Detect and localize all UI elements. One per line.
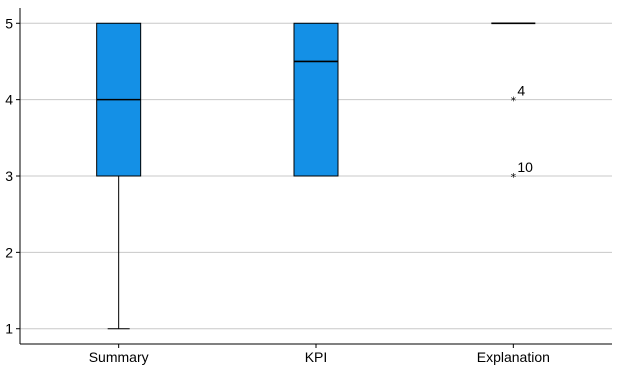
outlier-label: 4 (517, 83, 525, 99)
outlier-marker: * (511, 95, 517, 108)
x-tick-label: Explanation (477, 349, 550, 365)
outlier-label: 10 (517, 159, 533, 175)
x-tick-label: Summary (89, 349, 149, 365)
y-tick-label: 5 (5, 15, 13, 31)
outlier-marker: * (511, 171, 517, 184)
box-kpi (293, 22, 339, 177)
y-tick-label: 3 (5, 168, 13, 184)
y-tick-label: 4 (5, 92, 13, 108)
x-tick-label: KPI (305, 349, 328, 365)
y-tick-label: 1 (5, 321, 13, 337)
y-tick-label: 2 (5, 244, 13, 260)
